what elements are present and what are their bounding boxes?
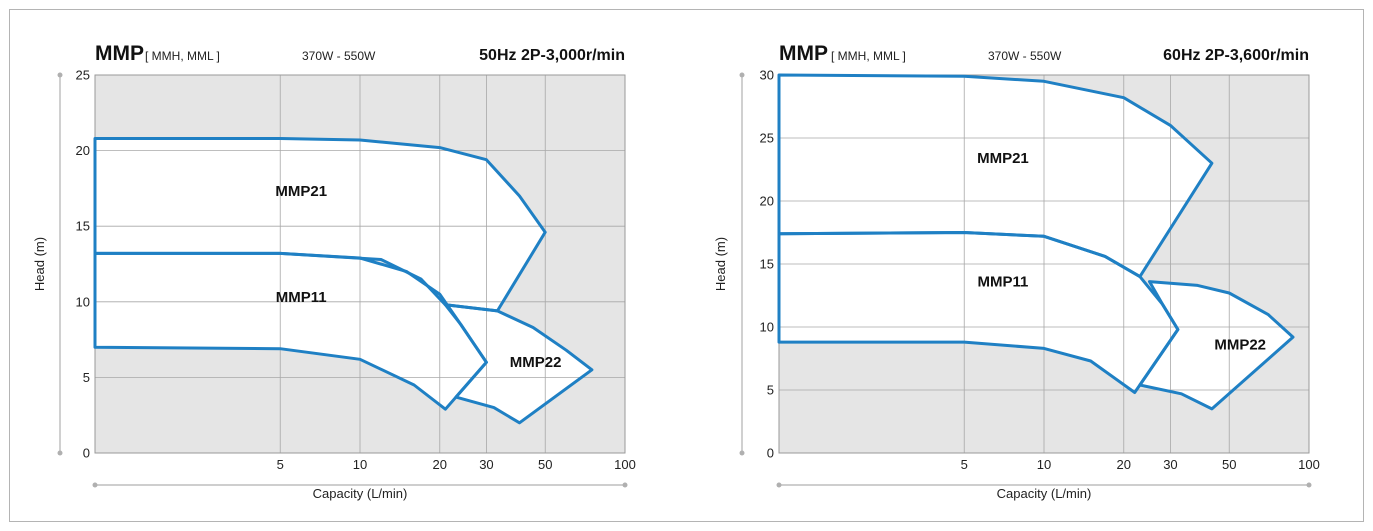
frequency-label: 60Hz 2P-3,600r/min	[1163, 47, 1309, 64]
x-tick-label: 5	[277, 457, 284, 472]
y-axis-end-dot	[739, 72, 745, 78]
y-tick-label: 0	[83, 446, 90, 461]
region-fill-mmp21	[95, 138, 546, 311]
region-label-mmp21: MMP21	[977, 150, 1029, 167]
x-tick-label: 10	[353, 457, 367, 472]
y-tick-label: 30	[760, 68, 774, 83]
x-tick-label: 100	[1298, 457, 1320, 472]
y-axis-end-dot	[739, 450, 745, 456]
y-tick-label: 15	[76, 219, 90, 234]
y-axis-end-dot	[57, 450, 63, 456]
power-range: 370W - 550W	[302, 49, 376, 63]
x-tick-label: 20	[1117, 457, 1131, 472]
frequency-label: 50Hz 2P-3,000r/min	[479, 47, 625, 64]
chart-1: MMP21 MMP11 MMP22 0 5 10 15 20 25 5 10 20 30 50 100 Hea…	[32, 42, 636, 501]
x-tick-label: 10	[1037, 457, 1051, 472]
y-tick-label: 5	[83, 370, 90, 385]
y-axis-label: Head (m)	[32, 237, 47, 291]
x-axis-end-dot	[92, 482, 98, 488]
x-axis-end-dot	[776, 482, 782, 488]
y-tick-label: 10	[760, 320, 774, 335]
region-fill-mmp11	[95, 253, 487, 410]
x-axis-end-dot	[1306, 482, 1312, 488]
region-fill-mmp11	[779, 232, 1178, 393]
y-axis-label: Head (m)	[713, 237, 728, 291]
y-tick-label: 10	[76, 294, 90, 309]
region-label-mmp11: MMP11	[978, 274, 1029, 291]
region-fill-mmp21	[779, 75, 1212, 277]
x-tick-label: 30	[479, 457, 493, 472]
power-range: 370W - 550W	[988, 49, 1062, 63]
region-fill-mmp22	[1139, 281, 1293, 409]
y-tick-label: 20	[760, 194, 774, 209]
region-outline-mmp22	[443, 303, 594, 425]
y-tick-label: 25	[76, 68, 90, 83]
y-axis-end-dot	[57, 72, 63, 78]
y-tick-label: 20	[76, 143, 90, 158]
region-label-mmp22: MMP22	[1214, 337, 1266, 354]
y-tick-label: 25	[760, 131, 774, 146]
x-tick-label: 5	[961, 457, 968, 472]
x-axis-end-dot	[622, 482, 628, 488]
x-tick-label: 50	[1222, 457, 1236, 472]
region-label-mmp11: MMP11	[276, 289, 327, 306]
chart-title: MMP	[779, 42, 828, 65]
region-label-mmp21: MMP21	[275, 183, 327, 200]
x-axis-label: Capacity (L/min)	[313, 486, 408, 501]
y-tick-label: 15	[760, 257, 774, 272]
y-tick-label: 0	[767, 446, 774, 461]
chart-2: MMP21 MMP11 MMP22 0 5 10 15 20 25 30 5 10 20 30 50 100 H…	[713, 42, 1320, 501]
chart-subtitle: [ MMH, MML ]	[831, 49, 906, 63]
x-tick-label: 20	[433, 457, 447, 472]
x-tick-label: 100	[614, 457, 636, 472]
y-tick-label: 5	[767, 383, 774, 398]
x-tick-label: 30	[1163, 457, 1177, 472]
x-tick-label: 50	[538, 457, 552, 472]
chart-title: MMP	[95, 42, 144, 65]
region-label-mmp22: MMP22	[510, 354, 562, 371]
x-axis-label: Capacity (L/min)	[997, 486, 1092, 501]
chart-subtitle: [ MMH, MML ]	[145, 49, 220, 63]
region-fill-mmp22	[445, 304, 592, 423]
region-outline-mmp22	[1138, 280, 1295, 411]
